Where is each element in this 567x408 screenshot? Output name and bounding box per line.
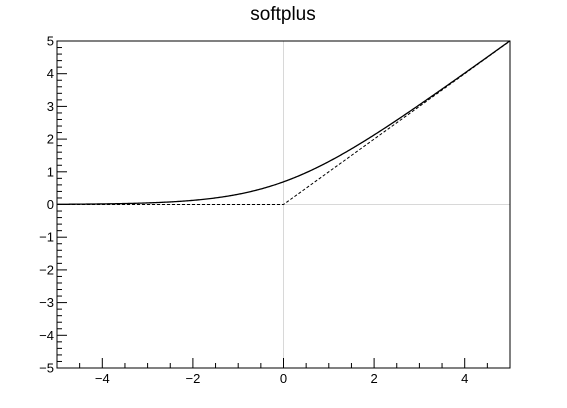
y-tick-label: 5 <box>47 34 54 49</box>
x-tick-label: −4 <box>95 371 110 386</box>
x-tick-label: 2 <box>370 371 377 386</box>
y-tick-label: 3 <box>47 99 54 114</box>
y-tick-label: 2 <box>47 132 54 147</box>
series-layer <box>56 40 511 205</box>
y-tick-label: −2 <box>39 262 54 277</box>
y-tick-label: −3 <box>39 295 54 310</box>
x-axis: −4 −2 0 2 4 <box>56 358 511 386</box>
y-tick-label: −5 <box>39 361 54 376</box>
y-tick-label: −4 <box>39 328 54 343</box>
y-tick-label: 4 <box>47 66 54 81</box>
softplus-curve <box>56 40 511 205</box>
relu-dashed-line <box>57 40 511 205</box>
y-tick-label: 0 <box>47 197 54 212</box>
y-axis: −5 −4 −3 −2 −1 0 1 2 3 4 5 <box>39 34 67 376</box>
x-tick-label: 4 <box>461 371 468 386</box>
y-tick-label: −1 <box>39 230 54 245</box>
x-tick-label: −2 <box>185 371 200 386</box>
chart-title: softplus <box>250 4 315 25</box>
x-tick-label: 0 <box>280 371 287 386</box>
y-tick-label: 1 <box>47 164 54 179</box>
